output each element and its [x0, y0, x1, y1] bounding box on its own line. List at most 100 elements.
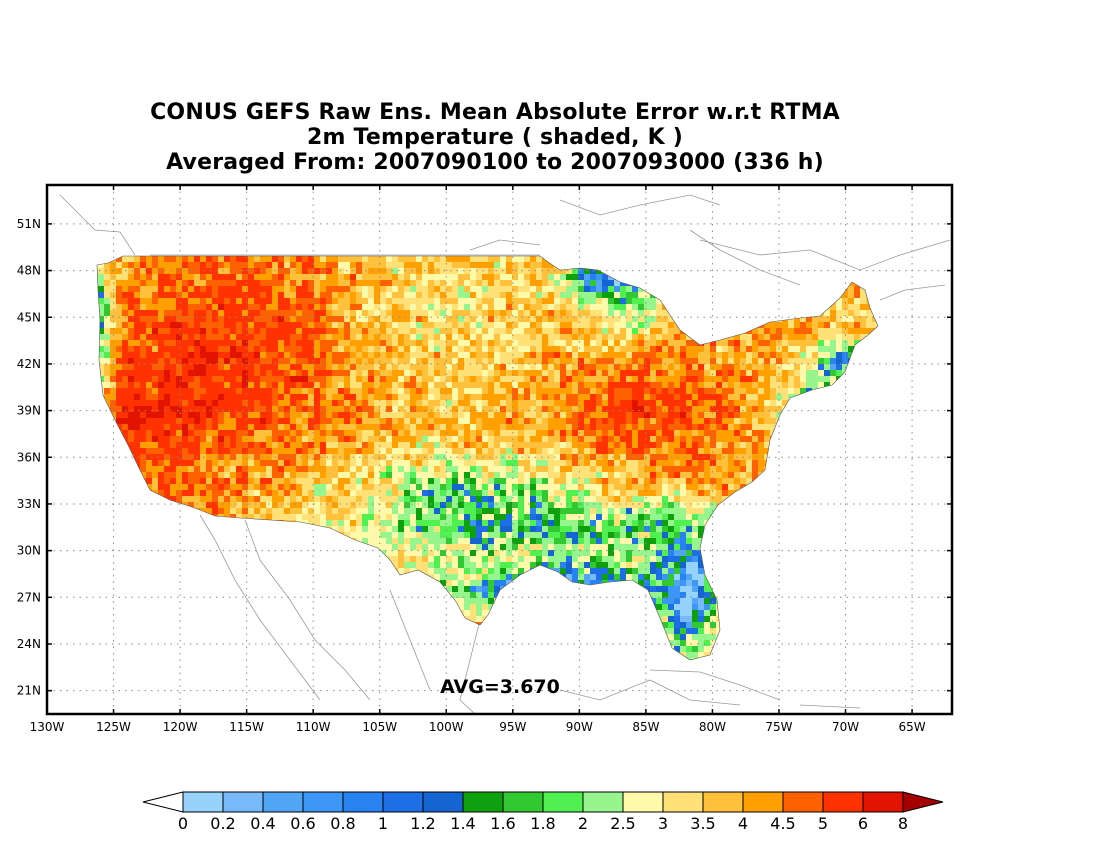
- field-cell: [194, 448, 201, 455]
- field-cell: [470, 460, 477, 467]
- field-cell: [194, 310, 201, 317]
- field-cell: [284, 418, 291, 425]
- field-cell: [602, 388, 609, 395]
- field-cell: [290, 364, 297, 371]
- field-cell: [188, 310, 195, 317]
- field-cell: [752, 418, 759, 425]
- field-cell: [416, 298, 423, 305]
- field-cell: [644, 460, 651, 467]
- field-cell: [194, 328, 201, 335]
- field-cell: [290, 466, 297, 473]
- field-cell: [146, 298, 153, 305]
- field-cell: [554, 364, 561, 371]
- field-cell: [218, 346, 225, 353]
- field-cell: [566, 394, 573, 401]
- field-cell: [710, 394, 717, 401]
- field-cell: [152, 448, 159, 455]
- field-cell: [314, 286, 321, 293]
- field-cell: [434, 256, 441, 263]
- field-cell: [296, 328, 303, 335]
- field-cell: [626, 364, 633, 371]
- field-cell: [170, 412, 177, 419]
- field-cell: [116, 316, 123, 323]
- field-cell: [170, 400, 177, 407]
- field-cell: [446, 310, 453, 317]
- field-cell: [116, 334, 123, 341]
- field-cell: [116, 262, 123, 269]
- field-cell: [164, 382, 171, 389]
- field-cell: [296, 418, 303, 425]
- field-cell: [308, 316, 315, 323]
- field-cell: [134, 388, 141, 395]
- field-cell: [488, 400, 495, 407]
- field-cell: [128, 412, 135, 419]
- field-cell: [386, 310, 393, 317]
- field-cell: [542, 340, 549, 347]
- field-cell: [692, 388, 699, 395]
- field-cell: [242, 430, 249, 437]
- field-cell: [434, 304, 441, 311]
- field-cell: [332, 274, 339, 281]
- field-cell: [350, 430, 357, 437]
- field-cell: [674, 334, 681, 341]
- field-cell: [140, 256, 147, 263]
- field-cell: [410, 256, 417, 263]
- field-cell: [566, 400, 573, 407]
- field-cell: [308, 274, 315, 281]
- field-cell: [704, 388, 711, 395]
- field-cell: [452, 334, 459, 341]
- field-cell: [668, 430, 675, 437]
- field-cell: [572, 328, 579, 335]
- field-cell: [728, 364, 735, 371]
- field-cell: [590, 430, 597, 437]
- field-cell: [710, 346, 717, 353]
- field-cell: [692, 364, 699, 371]
- field-cell: [176, 370, 183, 377]
- field-cell: [242, 394, 249, 401]
- field-cell: [326, 394, 333, 401]
- field-cell: [476, 424, 483, 431]
- field-cell: [716, 412, 723, 419]
- field-cell: [746, 388, 753, 395]
- field-cell: [572, 436, 579, 443]
- field-cell: [554, 376, 561, 383]
- field-cell: [290, 322, 297, 329]
- field-cell: [242, 460, 249, 467]
- field-cell: [560, 406, 567, 413]
- field-cell: [314, 466, 321, 473]
- field-cell: [380, 382, 387, 389]
- field-cell: [518, 460, 525, 467]
- field-cell: [476, 472, 483, 479]
- field-cell: [338, 328, 345, 335]
- field-cell: [170, 340, 177, 347]
- field-cell: [638, 466, 645, 473]
- field-cell: [116, 274, 123, 281]
- field-cell: [392, 424, 399, 431]
- field-cell: [494, 310, 501, 317]
- field-cell: [314, 454, 321, 461]
- field-cell: [296, 430, 303, 437]
- field-cell: [386, 286, 393, 293]
- field-cell: [182, 406, 189, 413]
- field-cell: [314, 418, 321, 425]
- field-cell: [248, 298, 255, 305]
- field-cell: [332, 436, 339, 443]
- field-cell: [398, 262, 405, 269]
- field-cell: [416, 466, 423, 473]
- field-cell: [440, 448, 447, 455]
- field-cell: [692, 370, 699, 377]
- field-cell: [506, 466, 513, 473]
- field-cell: [620, 352, 627, 359]
- field-cell: [368, 292, 375, 299]
- field-cell: [344, 442, 351, 449]
- field-cell: [608, 466, 615, 473]
- field-cell: [200, 268, 207, 275]
- field-cell: [560, 400, 567, 407]
- field-cell: [254, 448, 261, 455]
- field-cell: [596, 346, 603, 353]
- field-cell: [524, 442, 531, 449]
- field-cell: [470, 442, 477, 449]
- field-cell: [560, 316, 567, 323]
- field-cell: [110, 292, 117, 299]
- field-cell: [338, 406, 345, 413]
